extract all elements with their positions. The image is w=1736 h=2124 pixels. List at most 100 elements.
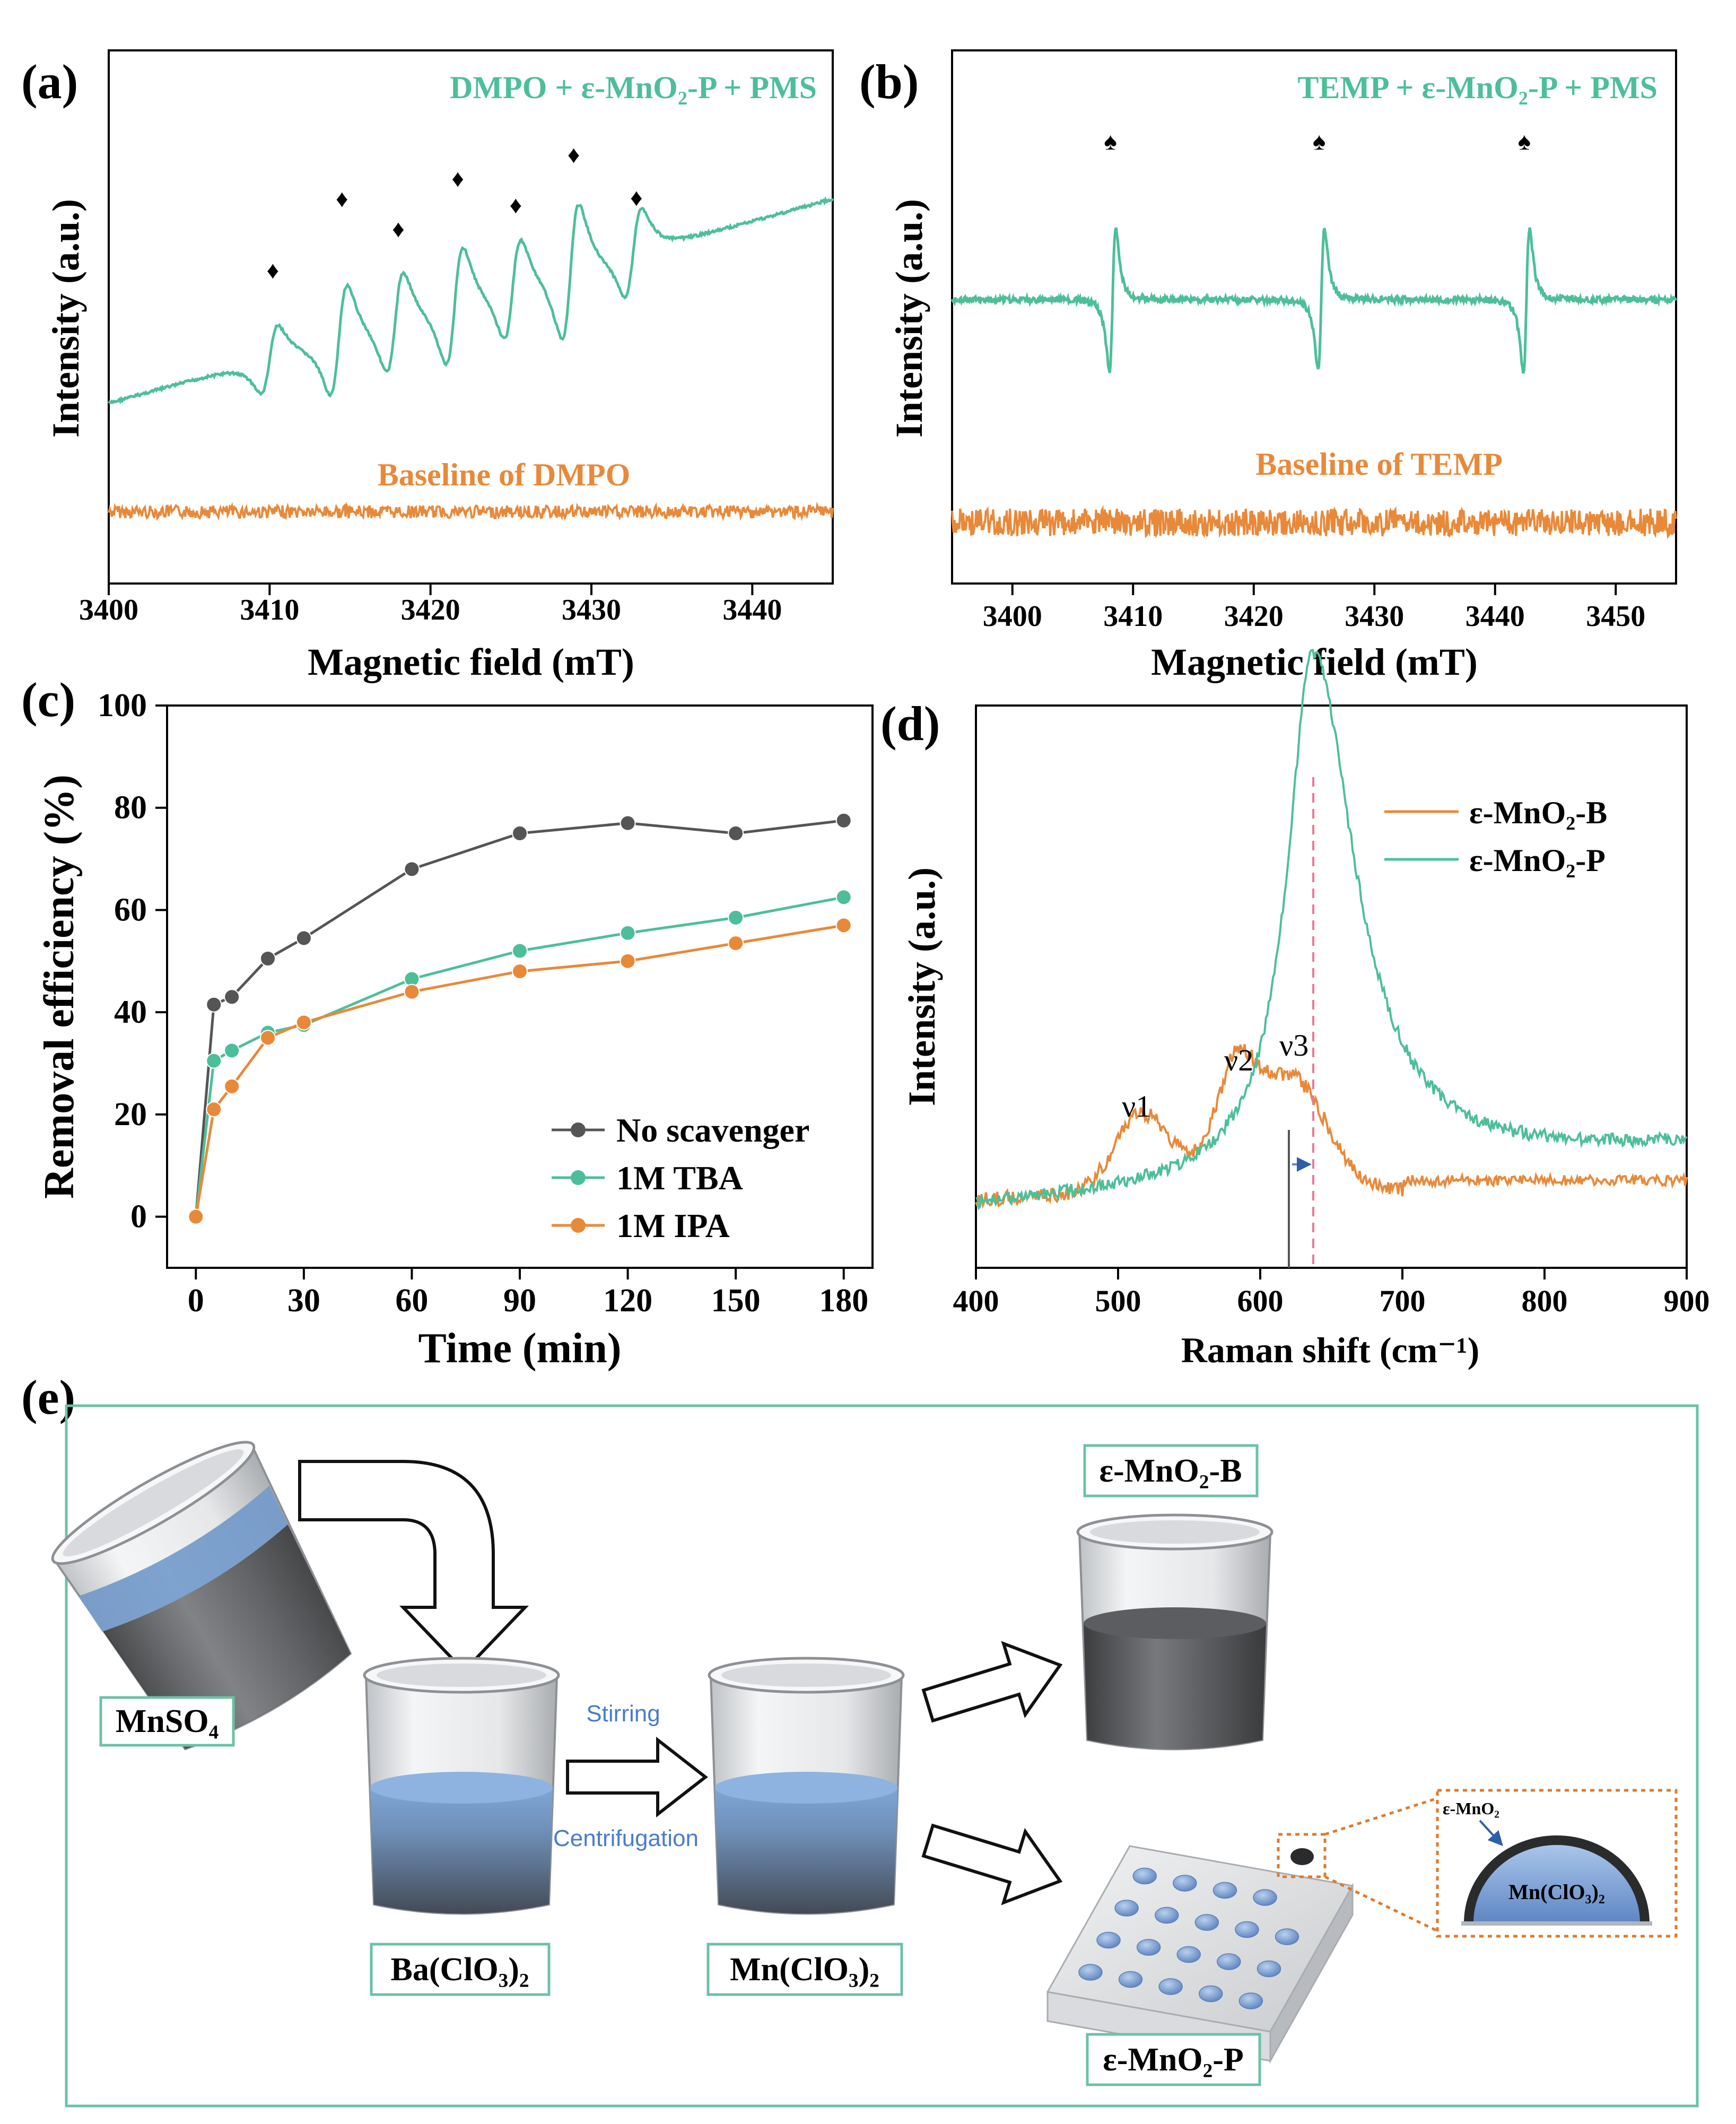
data-point <box>295 930 312 946</box>
droplet <box>1158 1978 1183 1995</box>
label-mno2-b: ε-MnO₂-B <box>1083 1444 1259 1498</box>
zoom-line-top <box>1324 1797 1438 1836</box>
data-point <box>512 963 528 980</box>
inset-dome: Mn(ClO₃)₂ ε-MnO₂ <box>1443 1799 1652 1926</box>
axes-frame-a <box>108 49 834 585</box>
data-point <box>206 1052 222 1069</box>
droplet <box>1217 1953 1241 1970</box>
pour-arrow <box>298 1460 529 1674</box>
legend-entry-mno2-b: ε-MnO₂-B <box>1469 795 1607 830</box>
x-axis-label-a: Magnetic field (mT) <box>308 641 634 683</box>
y-tick-label: 100 <box>98 687 147 724</box>
droplet-plate <box>1046 1845 1354 2064</box>
legend-entry-no-scavenger: No scavenger <box>616 1111 809 1149</box>
droplet <box>1253 1889 1277 1906</box>
data-point <box>224 1078 240 1094</box>
droplet <box>1096 1931 1121 1949</box>
peak-marker: ♦ <box>510 191 522 219</box>
y-axis-label-a: Intensity (a.u.) <box>45 199 87 438</box>
label-mnclo3: Mn(ClO₃)₂ <box>706 1943 903 1996</box>
x-tick-label: 180 <box>819 1283 868 1319</box>
droplet <box>1136 1939 1161 1956</box>
peak-markers-a: ♦ ♦ ♦ ♦ ♦ ♦ ♦ <box>267 141 643 284</box>
data-point <box>206 1101 222 1118</box>
beaker-mno2-b <box>1076 1513 1273 1751</box>
beaker-mnclo3 <box>708 1657 905 1915</box>
annotation-nu1: ν1 <box>1122 1089 1151 1124</box>
series-line-green-a <box>108 196 834 405</box>
x-tick-label: 500 <box>1095 1284 1141 1318</box>
droplet <box>1235 1921 1259 1938</box>
x-tick-label: 3400 <box>983 600 1042 633</box>
panel-label-d: (d) <box>880 697 940 751</box>
data-point <box>295 1014 312 1031</box>
legend-marker-no-scavenger <box>571 1122 586 1137</box>
annotation-nu2: ν2 <box>1224 1043 1253 1077</box>
zoom-line-bottom <box>1324 1875 1438 1933</box>
panel-d: (d) 400 500 600 700 800 900 ν1 ν2 ν3 ε-MnO₂-B… <box>880 649 1710 1370</box>
droplet <box>1155 1907 1179 1924</box>
y-tick-label: 0 <box>130 1199 147 1235</box>
axes-frame-b <box>951 49 1677 585</box>
data-point <box>620 815 636 831</box>
x-tick-label: 30 <box>287 1283 320 1319</box>
svg-text:MnSO₄: MnSO₄ <box>116 1703 219 1739</box>
panel-e: (e) MnSO₄ Ba(ClO₃)₂ S <box>21 1370 1699 2108</box>
data-point <box>620 953 636 969</box>
droplet <box>1212 1882 1237 1899</box>
peak-marker: ♦ <box>630 184 642 211</box>
y-axis-label-b: Intensity (a.u.) <box>888 199 930 438</box>
data-point <box>404 861 420 877</box>
schematic-frame <box>65 1404 1699 2108</box>
series-group-c <box>188 812 852 1225</box>
svg-text:ε-MnO₂-P: ε-MnO₂-P <box>1103 2042 1243 2078</box>
label-mno2-p: ε-MnO₂-P <box>1086 2033 1261 2086</box>
x-axis-label-b: Magnetic field (mT) <box>1151 641 1478 683</box>
legend-c: No scavenger 1M TBA 1M IPA <box>552 1111 809 1244</box>
data-point <box>835 812 852 829</box>
data-point <box>260 951 276 967</box>
x-axis-label-c: Time (min) <box>418 1325 622 1372</box>
svg-text:ε-MnO₂-B: ε-MnO₂-B <box>1100 1453 1242 1489</box>
beaker-mnso4 <box>51 1441 352 1751</box>
droplet <box>1132 1867 1157 1885</box>
data-point <box>512 943 528 959</box>
y-tick-label: 80 <box>114 790 147 826</box>
series-label-dmpo: DMPO + ε-MnO₂-P + PMS <box>450 70 817 105</box>
x-tick-label: 800 <box>1522 1284 1568 1318</box>
data-point <box>224 989 240 1005</box>
series-line-green-d <box>975 649 1688 1211</box>
x-tick-label: 600 <box>1237 1284 1284 1318</box>
legend-d: ε-MnO₂-B ε-MnO₂-P <box>1384 795 1607 878</box>
data-point <box>512 825 528 841</box>
series-line-orange-a <box>108 501 834 521</box>
legend-marker-ipa <box>571 1218 586 1233</box>
x-tick-label: 3450 <box>1586 600 1645 633</box>
peak-marker: ♠ <box>1313 128 1325 155</box>
zoom-box-small <box>1277 1833 1327 1878</box>
droplet <box>1257 1960 1281 1978</box>
data-point <box>835 917 852 934</box>
x-tick-label: 3420 <box>1224 600 1284 633</box>
label-mnso4: MnSO₄ <box>99 1696 235 1747</box>
legend-marker-tba <box>571 1170 586 1185</box>
annotation-nu3: ν3 <box>1279 1028 1308 1063</box>
peak-marker: ♦ <box>568 141 580 168</box>
peak-marker: ♦ <box>336 185 348 212</box>
svg-text:Ba(ClO₃)₂: Ba(ClO₃)₂ <box>390 1952 529 1988</box>
droplet <box>1173 1875 1197 1892</box>
x-tick-label: 3440 <box>722 594 782 626</box>
series-line <box>194 819 844 1217</box>
beaker-baclo3 <box>363 1657 560 1915</box>
step-label-centrifugation: Centrifugation <box>553 1825 699 1851</box>
series-label-temp: TEMP + ε-MnO₂-P + PMS <box>1297 70 1658 105</box>
axes-frame-c <box>166 704 874 1269</box>
data-point <box>404 983 420 1000</box>
droplet <box>1118 1971 1143 1988</box>
x-tick-label: 3410 <box>240 594 299 626</box>
droplet <box>1114 1900 1139 1917</box>
data-point <box>728 935 744 952</box>
x-tick-label: 3420 <box>401 594 460 626</box>
x-tick-label: 150 <box>711 1283 761 1319</box>
